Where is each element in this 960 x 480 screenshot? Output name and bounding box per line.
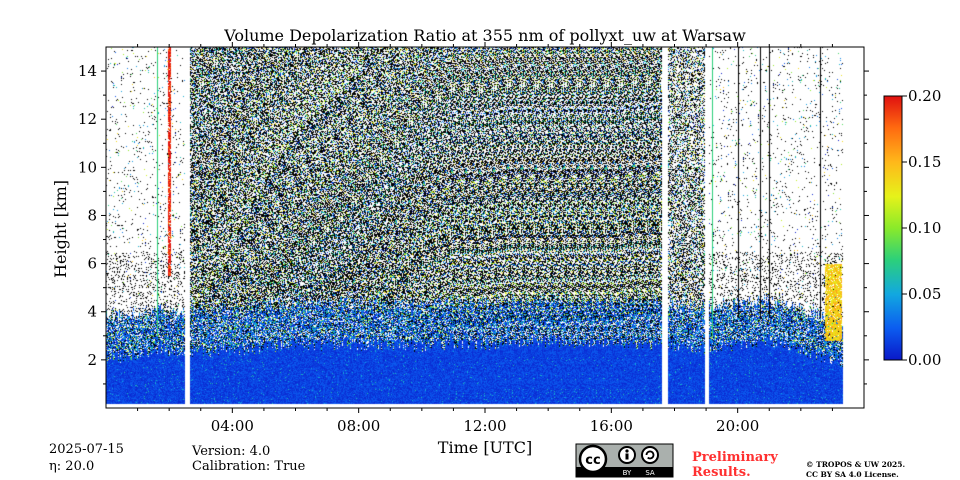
colorbar-tick-label: 0.20 (908, 87, 941, 105)
x-tick-label: 08:00 (337, 417, 380, 435)
colorbar-tick-label: 0.05 (908, 285, 941, 303)
x-tick-label: 16:00 (590, 417, 633, 435)
depolarization-heatmap (106, 47, 864, 408)
sa-text: SA (645, 469, 655, 477)
copyright-line-2: CC BY SA 4.0 License. (806, 470, 899, 479)
y-tick-label: 14 (78, 62, 97, 80)
y-tick-label: 8 (87, 206, 97, 224)
preliminary-label: Preliminary (692, 450, 778, 465)
colorbar-tick-label: 0.15 (908, 153, 941, 171)
colorbar-tick-label: 0.00 (908, 351, 941, 369)
eta-label: η: 20.0 (49, 459, 94, 474)
x-axis-label: Time [UTC] (438, 438, 532, 457)
x-axis: 04:00 08:00 12:00 16:00 20:00 (137, 42, 833, 435)
heatmap-layer (106, 47, 864, 408)
cc-icon (578, 444, 608, 474)
x-tick-label: 12:00 (463, 417, 506, 435)
date-label: 2025-07-15 (49, 442, 124, 457)
chart-title: Volume Depolarization Ratio at 355 nm of… (223, 26, 746, 45)
plot-area (105, 46, 865, 409)
y-axis-label: Height [km] (51, 180, 70, 278)
colorbar: 0.00 0.05 0.10 0.15 0.20 (883, 87, 941, 369)
cc-text: cc (585, 453, 600, 468)
y-tick-label: 2 (87, 351, 97, 369)
sa-icon (641, 446, 659, 464)
version-label: Version: 4.0 (191, 444, 270, 459)
by-text: BY (623, 469, 632, 477)
y-tick-label: 6 (87, 255, 97, 273)
calibration-label: Calibration: True (192, 459, 306, 474)
y-tick-label: 12 (78, 110, 97, 128)
colorbar-gradient (883, 95, 903, 361)
x-tick-label: 04:00 (211, 417, 254, 435)
results-label: Results. (692, 465, 751, 480)
copyright-line-1: © TROPOS & UW 2025. (806, 460, 905, 469)
y-axis: 2 4 6 8 10 12 14 (78, 62, 869, 385)
y-tick-label: 4 (87, 303, 97, 321)
y-tick-label: 10 (78, 158, 97, 176)
colorbar-tick-label: 0.10 (908, 219, 941, 237)
x-tick-label: 20:00 (716, 417, 759, 435)
cc-license-badge: cc BY SA (575, 443, 674, 478)
